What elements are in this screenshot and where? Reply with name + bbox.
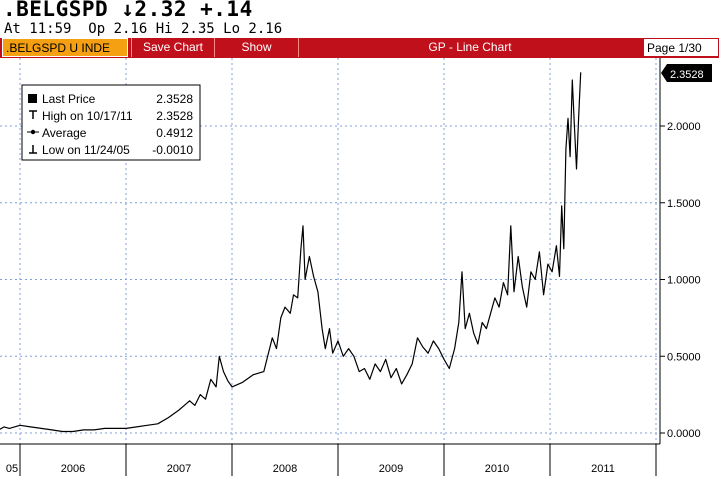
- legend-label-last-price: Last Price: [42, 92, 96, 106]
- legend-value-last-price: 2.3528: [156, 92, 193, 106]
- open-high-low-line: At 11:59 Op 2.16 Hi 2.35 Lo 2.16: [4, 21, 283, 37]
- y-tick-label: 1.5000: [667, 198, 701, 210]
- legend-box: [21, 84, 201, 161]
- legend-label-high: High on 10/17/11: [42, 109, 133, 123]
- legend-label-average: Average: [42, 126, 87, 140]
- average-line-icon: [27, 129, 39, 135]
- save-chart-button[interactable]: Save Chart: [131, 38, 215, 57]
- x-tick-label: 2011: [591, 463, 615, 475]
- x-axis-ticks: 05 2006 2007 2008 2009 2010 2011: [6, 444, 657, 476]
- ticker-quote-line: .BELGSPD ↓2.32 +.14: [3, 0, 253, 21]
- y-tick-label: 1.0000: [667, 275, 701, 287]
- square-icon: [28, 94, 37, 103]
- last-price-tag-text: 2.3528: [670, 69, 704, 81]
- price-series: [0, 72, 582, 433]
- price-line: [0, 72, 582, 433]
- low-marker-icon: [29, 145, 37, 154]
- x-tick-label: 2006: [61, 463, 85, 475]
- y-tick-label: 2.0000: [667, 121, 701, 133]
- last-price-tag: 2.3528: [661, 64, 712, 82]
- x-tick-label: 2010: [485, 463, 509, 475]
- x-tick-label: 2009: [379, 463, 403, 475]
- y-tick-label: 0.5000: [667, 351, 701, 363]
- gridlines: [0, 58, 660, 444]
- legend-label-low: Low on 11/24/05: [42, 143, 130, 157]
- high-marker-icon: [29, 110, 37, 119]
- legend: Last Price 2.3528 High on 10/17/11 2.352…: [21, 84, 201, 161]
- y-tick-label: 0.0000: [667, 428, 701, 440]
- chart-type-title: GP - Line Chart: [428, 40, 512, 54]
- show-button[interactable]: Show: [215, 38, 299, 57]
- page-indicator[interactable]: Page 1/30: [643, 38, 719, 57]
- legend-value-low: -0.0010: [152, 143, 193, 157]
- legend-value-average: 0.4912: [156, 126, 193, 140]
- x-tick-label: 05: [6, 463, 18, 475]
- line-chart: 0.0000 0.5000 1.0000 1.5000 2.0000 05 2006 200…: [0, 58, 719, 477]
- y-axis-ticks: 0.0000 0.5000 1.0000 1.5000 2.0000: [660, 121, 701, 440]
- function-toolbar: .BELGSPD U INDE Save Chart Show GP - Lin…: [0, 38, 719, 58]
- x-tick-label: 2008: [273, 463, 297, 475]
- legend-value-high: 2.3528: [156, 109, 193, 123]
- security-field[interactable]: .BELGSPD U INDE: [2, 38, 128, 57]
- x-tick-label: 2007: [167, 463, 191, 475]
